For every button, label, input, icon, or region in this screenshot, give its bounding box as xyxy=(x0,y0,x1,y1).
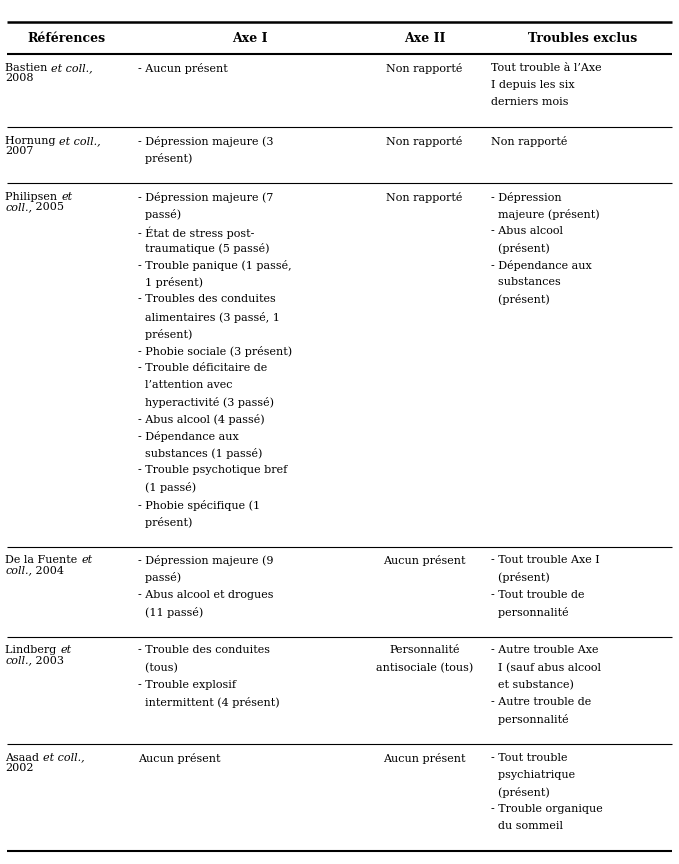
Text: (présent): (présent) xyxy=(491,244,550,254)
Text: alimentaires (3 passé, 1: alimentaires (3 passé, 1 xyxy=(138,312,280,322)
Text: - Phobie sociale (3 présent): - Phobie sociale (3 présent) xyxy=(138,346,292,357)
Text: personnalité: personnalité xyxy=(491,607,568,618)
Text: Bastien: Bastien xyxy=(5,63,52,73)
Text: - Trouble panique (1 passé,: - Trouble panique (1 passé, xyxy=(138,260,291,271)
Text: 2003: 2003 xyxy=(33,656,65,665)
Text: 2002: 2002 xyxy=(5,763,34,772)
Text: - Dépendance aux: - Dépendance aux xyxy=(138,431,238,442)
Text: Aucun présent: Aucun présent xyxy=(383,556,466,567)
Text: - Phobie spécifique (1: - Phobie spécifique (1 xyxy=(138,499,260,511)
Text: substances: substances xyxy=(491,277,561,288)
Text: passé): passé) xyxy=(138,209,181,220)
Text: et: et xyxy=(60,645,71,656)
Text: passé): passé) xyxy=(138,573,181,583)
Text: - Trouble organique: - Trouble organique xyxy=(491,804,603,814)
Text: et coll.,: et coll., xyxy=(43,753,85,763)
Text: (1 passé): (1 passé) xyxy=(138,482,196,493)
Text: Axe I: Axe I xyxy=(232,31,268,45)
Text: présent): présent) xyxy=(138,153,192,164)
Text: Personnalité: Personnalité xyxy=(389,645,460,656)
Text: présent): présent) xyxy=(138,328,192,340)
Text: antisociale (tous): antisociale (tous) xyxy=(375,663,473,673)
Text: l’attention avec: l’attention avec xyxy=(138,380,232,390)
Text: - Trouble des conduites: - Trouble des conduites xyxy=(138,645,270,656)
Text: - Dépression majeure (3: - Dépression majeure (3 xyxy=(138,137,274,147)
Text: - État de stress post-: - État de stress post- xyxy=(138,226,254,238)
Text: Références: Références xyxy=(27,31,105,45)
Text: - Tout trouble: - Tout trouble xyxy=(491,753,568,763)
Text: présent): présent) xyxy=(138,517,192,528)
Text: (tous): (tous) xyxy=(138,663,178,673)
Text: - Aucun présent: - Aucun présent xyxy=(138,63,227,74)
Text: coll.,: coll., xyxy=(5,202,33,213)
Text: coll.,: coll., xyxy=(5,566,33,575)
Text: et: et xyxy=(81,556,92,565)
Text: - Tout trouble de: - Tout trouble de xyxy=(491,589,585,600)
Text: traumatique (5 passé): traumatique (5 passé) xyxy=(138,244,270,254)
Text: Non rapporté: Non rapporté xyxy=(386,137,462,147)
Text: 2007: 2007 xyxy=(5,146,34,156)
Text: - Dépression majeure (9: - Dépression majeure (9 xyxy=(138,556,274,567)
Text: - Trouble psychotique bref: - Trouble psychotique bref xyxy=(138,466,287,475)
Text: et coll.,: et coll., xyxy=(52,63,93,73)
Text: Asaad: Asaad xyxy=(5,753,43,763)
Text: hyperactivité (3 passé): hyperactivité (3 passé) xyxy=(138,397,274,408)
Text: I depuis les six: I depuis les six xyxy=(491,80,574,90)
Text: - Autre trouble Axe: - Autre trouble Axe xyxy=(491,645,598,656)
Text: 2008: 2008 xyxy=(5,73,34,83)
Text: (présent): (présent) xyxy=(491,295,550,306)
Text: substances (1 passé): substances (1 passé) xyxy=(138,448,262,460)
Text: Lindberg: Lindberg xyxy=(5,645,60,656)
Text: - Trouble explosif: - Trouble explosif xyxy=(138,680,236,689)
Text: - Dépendance aux: - Dépendance aux xyxy=(491,260,591,271)
Text: Aucun présent: Aucun présent xyxy=(138,753,221,764)
Text: - Abus alcool et drogues: - Abus alcool et drogues xyxy=(138,589,274,600)
Text: et: et xyxy=(61,192,72,202)
Text: - Tout trouble Axe I: - Tout trouble Axe I xyxy=(491,556,600,565)
Text: Hornung: Hornung xyxy=(5,137,60,146)
Text: - Trouble déficitaire de: - Trouble déficitaire de xyxy=(138,363,267,373)
Text: (présent): (présent) xyxy=(491,573,550,583)
Text: coll.,: coll., xyxy=(5,656,33,665)
Text: (11 passé): (11 passé) xyxy=(138,607,203,618)
Text: Axe II: Axe II xyxy=(404,31,445,45)
Text: personnalité: personnalité xyxy=(491,714,568,725)
Text: derniers mois: derniers mois xyxy=(491,98,568,107)
Text: - Troubles des conduites: - Troubles des conduites xyxy=(138,295,276,304)
Text: - Abus alcool: - Abus alcool xyxy=(491,226,563,236)
Text: Non rapporté: Non rapporté xyxy=(386,192,462,203)
Text: psychiatrique: psychiatrique xyxy=(491,770,575,779)
Text: De la Fuente: De la Fuente xyxy=(5,556,81,565)
Text: Tout trouble à l’Axe: Tout trouble à l’Axe xyxy=(491,63,602,73)
Text: 1 présent): 1 présent) xyxy=(138,277,203,289)
Text: majeure (présent): majeure (présent) xyxy=(491,209,600,220)
Text: - Dépression majeure (7: - Dépression majeure (7 xyxy=(138,192,273,203)
Text: - Abus alcool (4 passé): - Abus alcool (4 passé) xyxy=(138,414,264,425)
Text: (présent): (présent) xyxy=(491,787,550,797)
Text: du sommeil: du sommeil xyxy=(491,821,563,831)
Text: Non rapporté: Non rapporté xyxy=(491,137,567,147)
Text: Philipsen: Philipsen xyxy=(5,192,61,202)
Text: et substance): et substance) xyxy=(491,680,574,690)
Text: Non rapporté: Non rapporté xyxy=(386,63,462,74)
Text: et coll.,: et coll., xyxy=(60,137,101,146)
Text: intermittent (4 présent): intermittent (4 présent) xyxy=(138,696,280,708)
Text: I (sauf abus alcool: I (sauf abus alcool xyxy=(491,663,601,673)
Text: - Autre trouble de: - Autre trouble de xyxy=(491,696,591,707)
Text: 2004: 2004 xyxy=(33,566,65,575)
Text: 2005: 2005 xyxy=(33,202,65,213)
Text: Troubles exclus: Troubles exclus xyxy=(528,31,637,45)
Text: Aucun présent: Aucun présent xyxy=(383,753,466,764)
Text: - Dépression: - Dépression xyxy=(491,192,562,203)
